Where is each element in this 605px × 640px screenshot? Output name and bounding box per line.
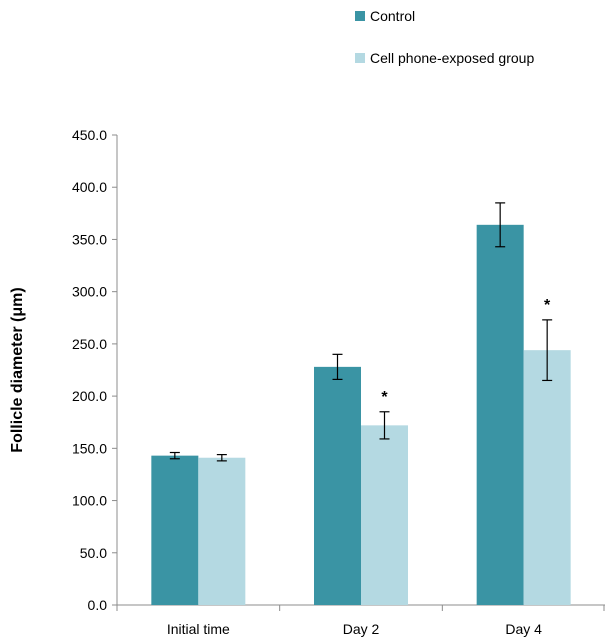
bar-cell-phone-exposed-group-initial-time (198, 457, 246, 605)
y-tick-label: 400.0 (72, 179, 107, 195)
y-tick-label: 0.0 (88, 597, 108, 613)
y-axis-title: Follicle diameter (μm) (9, 287, 26, 452)
bar-cell-phone-exposed-group-day-4 (523, 350, 571, 605)
y-tick-label: 100.0 (72, 493, 107, 509)
x-tick-label-initial-time: Initial time (167, 621, 230, 637)
significance-marker: * (381, 389, 388, 406)
y-tick-label: 300.0 (72, 284, 107, 300)
legend: Control Cell phone-exposed group (355, 8, 534, 66)
y-tick-label: 150.0 (72, 440, 107, 456)
y-axis: 0.0 50.0 100.0 150.0 200.0 250.0 300.0 350.0 400… (72, 127, 118, 613)
bars: ** (151, 202, 571, 606)
legend-label-control: Control (370, 8, 415, 24)
significance-marker: * (544, 297, 551, 314)
bar-control-day-4 (476, 224, 524, 606)
bar-cell-phone-exposed-group-day-2 (361, 425, 408, 605)
legend-label-cell-phone-exposed-group: Cell phone-exposed group (370, 50, 534, 66)
y-tick-label: 450.0 (72, 127, 107, 143)
y-tick-label: 50.0 (80, 545, 107, 561)
y-tick-label: 350.0 (72, 231, 107, 247)
legend-swatch-control (355, 11, 365, 21)
x-axis: Initial time Day 2 Day 4 (116, 604, 605, 637)
y-tick-label: 250.0 (72, 336, 107, 352)
legend-swatch-cell-phone-exposed-group (355, 53, 365, 63)
bar-control-initial-time (151, 455, 199, 605)
x-tick-label-day-4: Day 4 (505, 621, 542, 637)
y-tick-label: 200.0 (72, 388, 107, 404)
bar-control-day-2 (314, 366, 361, 605)
x-tick-label-day-2: Day 2 (343, 621, 380, 637)
